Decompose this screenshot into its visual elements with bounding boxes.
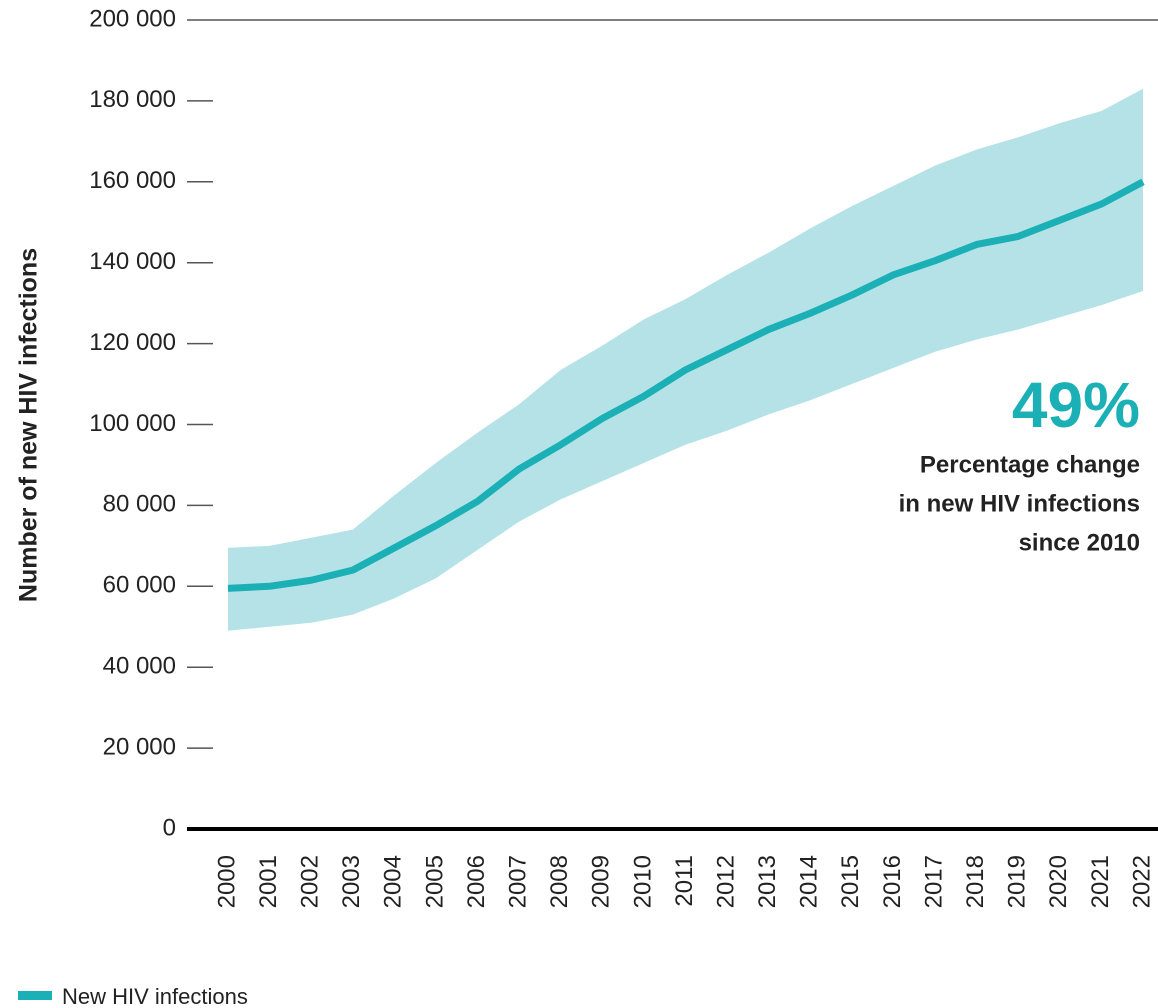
line [227,178,1145,592]
x-tick-label: 2019 [1004,855,1031,908]
x-tick-label: 2007 [504,855,531,908]
x-tick-label: 2020 [1045,855,1072,908]
y-tick-label: 40 000 [103,653,176,680]
x-tick-label: 2022 [1128,855,1155,908]
annotation-text: in new HIV infections [899,490,1140,517]
y-tick-label: 180 000 [89,86,176,113]
legend-swatch [18,991,52,1000]
y-tick-label: 80 000 [103,491,176,518]
x-tick-label: 2010 [629,855,656,908]
x-tick-label: 2014 [796,855,823,908]
x-tick-label: 2000 [213,855,240,908]
x-tick-label: 2018 [962,855,989,908]
x-tick-label: 2009 [588,855,615,908]
x-tick-label: 2001 [255,855,282,908]
legend-label: New HIV infections [62,984,248,1008]
x-tick-label: 2021 [1087,855,1114,908]
annotation-value: 49% [1012,369,1140,441]
y-tick-label: 120 000 [89,329,176,356]
y-tick-label: 160 000 [89,167,176,194]
x-tick-label: 2011 [671,855,698,907]
x-tick-label: 2013 [754,855,781,908]
y-tick-label: 0 [163,814,176,841]
x-tick-label: 2005 [421,855,448,908]
x-tick-label: 2003 [338,855,365,908]
annotation-text: since 2010 [1019,529,1140,556]
y-tick-label: 140 000 [89,248,176,275]
x-tick-label: 2015 [837,855,864,908]
x-tick-label: 2012 [712,855,739,908]
y-tick-label: 200 000 [89,5,176,32]
y-tick-label: 60 000 [103,572,176,599]
y-tick-label: 20 000 [103,733,176,760]
x-tick-label: 2006 [463,855,490,908]
x-tick-label: 2016 [879,855,906,908]
uncertainty-band [228,88,1143,631]
y-tick-label: 100 000 [89,410,176,437]
x-tick-label: 2008 [546,855,573,908]
annotation-text: Percentage change [920,451,1140,478]
x-tick-label: 2017 [920,855,947,908]
x-tick-label: 2004 [380,855,407,908]
x-tick-label: 2002 [297,855,324,908]
y-axis-label: Number of new HIV infections [15,248,43,602]
